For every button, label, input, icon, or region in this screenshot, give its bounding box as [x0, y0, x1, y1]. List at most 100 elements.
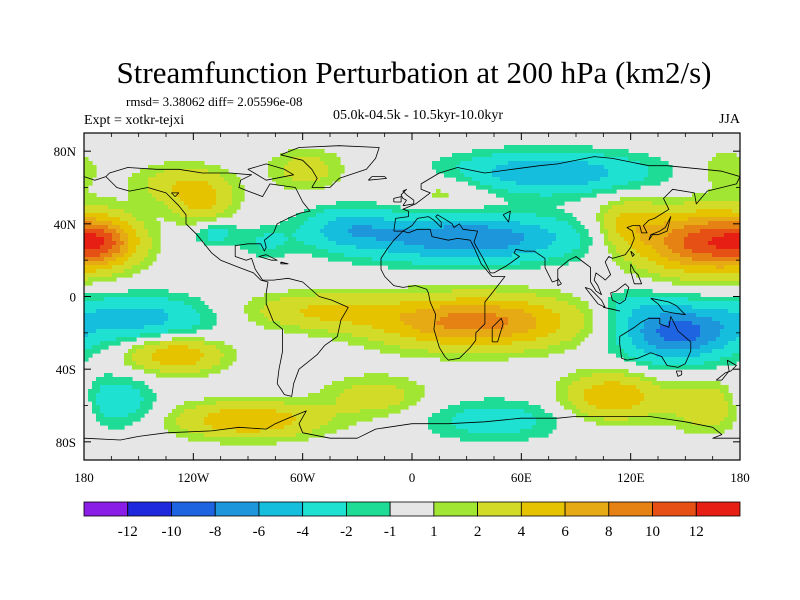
field-cell — [624, 201, 653, 206]
field-cell — [168, 205, 189, 210]
field-cell — [452, 421, 537, 426]
field-cell — [280, 221, 305, 226]
map-plot-area — [83, 132, 741, 461]
field-cell — [168, 313, 201, 318]
field-cell — [440, 305, 501, 310]
field-cell — [660, 325, 701, 330]
field-cell — [152, 357, 201, 362]
field-cell — [680, 261, 740, 266]
field-cell — [176, 421, 205, 426]
field-cell — [84, 169, 97, 174]
field-cell — [648, 413, 677, 418]
field-cell — [456, 165, 497, 170]
field-cell — [296, 229, 321, 234]
field-cell — [684, 417, 725, 422]
field-cell — [672, 281, 740, 286]
field-cell — [612, 205, 740, 210]
field-cell — [644, 349, 713, 354]
field-cell — [580, 237, 593, 242]
field-cell — [612, 293, 701, 298]
field-cell — [136, 245, 153, 250]
field-cell — [644, 241, 665, 246]
field-cell — [104, 413, 129, 418]
field-cell — [624, 257, 649, 262]
field-cell — [104, 257, 117, 262]
field-cell — [84, 345, 93, 350]
field-cell — [200, 369, 221, 374]
field-cell — [464, 409, 525, 414]
field-cell — [92, 381, 145, 386]
field-cell — [144, 257, 157, 262]
field-cell — [536, 417, 557, 422]
coastline — [84, 410, 740, 441]
field-cell — [676, 425, 733, 430]
field-cell — [432, 161, 461, 166]
colorbar-swatch — [477, 501, 522, 517]
field-cell — [640, 233, 669, 238]
field-cell — [264, 313, 305, 318]
field-cell — [120, 245, 129, 250]
field-cell — [664, 265, 717, 270]
field-cell — [708, 165, 740, 170]
field-cell — [128, 245, 137, 250]
field-cell — [720, 329, 740, 334]
field-cell — [84, 341, 101, 346]
field-cell — [88, 277, 117, 282]
field-cell — [524, 349, 565, 354]
field-cell — [328, 169, 345, 174]
field-cell — [84, 189, 89, 194]
field-cell — [536, 317, 561, 322]
field-cell — [308, 333, 353, 338]
field-cell — [604, 233, 609, 238]
field-cell — [584, 321, 593, 326]
field-cell — [720, 421, 733, 426]
field-cell — [648, 269, 685, 274]
field-cell — [128, 237, 141, 242]
field-cell — [348, 341, 385, 346]
field-cell — [560, 377, 581, 382]
field-cell — [228, 205, 241, 210]
field-cell — [432, 413, 457, 418]
field-cell — [116, 257, 129, 262]
field-cell — [608, 337, 617, 342]
field-cell — [596, 421, 693, 426]
field-cell — [112, 245, 121, 250]
field-cell — [612, 241, 629, 246]
field-cell — [604, 237, 609, 242]
field-cell — [84, 325, 145, 330]
field-cell — [84, 277, 89, 282]
field-cell — [336, 201, 377, 206]
field-cell — [328, 221, 521, 226]
field-cell — [84, 261, 109, 266]
field-cell — [560, 401, 573, 406]
field-cell — [224, 209, 237, 214]
field-cell — [632, 405, 729, 410]
field-cell — [712, 157, 740, 162]
field-cell — [708, 241, 740, 246]
field-cell — [100, 385, 133, 390]
field-cell — [516, 181, 589, 186]
x-tick-label: 60W — [290, 470, 316, 485]
field-cell — [608, 345, 621, 350]
field-cell — [620, 253, 641, 258]
field-cell — [660, 273, 740, 278]
field-cell — [728, 405, 737, 410]
field-cell — [84, 165, 97, 170]
x-tick-label: 0 — [409, 470, 416, 485]
field-cell — [524, 237, 557, 242]
field-cell — [84, 177, 93, 182]
field-cell — [84, 349, 101, 354]
field-cell — [384, 329, 421, 334]
field-cell — [608, 169, 649, 174]
field-cell — [164, 421, 177, 426]
field-cell — [372, 325, 413, 330]
field-cell — [556, 389, 569, 394]
field-cell — [456, 425, 533, 430]
field-cell — [168, 329, 197, 334]
field-cell — [508, 201, 565, 206]
field-cell — [84, 309, 97, 314]
field-cell — [328, 237, 377, 242]
field-cell — [488, 297, 557, 302]
coastline — [280, 261, 289, 265]
field-cell — [316, 213, 537, 218]
